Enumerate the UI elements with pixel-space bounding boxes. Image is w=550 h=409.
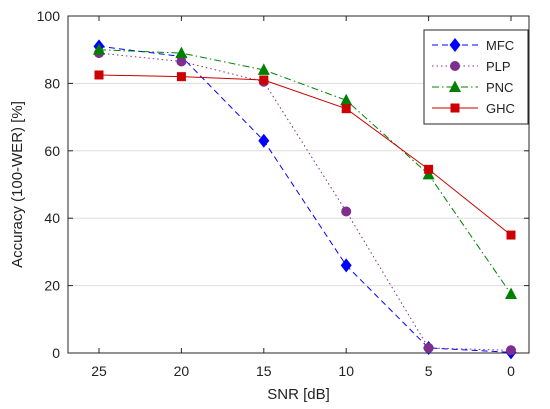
series-line-pnc bbox=[98, 49, 512, 295]
y-tick-label: 0 bbox=[52, 345, 60, 361]
data-point-ghc bbox=[259, 75, 269, 85]
series-pnc bbox=[93, 43, 517, 300]
data-point-plp bbox=[423, 342, 434, 353]
legend-item-ghc: GHC bbox=[432, 101, 515, 116]
data-point-pnc bbox=[257, 63, 270, 75]
x-tick-label: 20 bbox=[174, 363, 190, 379]
x-tick-label: 5 bbox=[425, 363, 433, 379]
legend-item-mfc: MFC bbox=[432, 38, 514, 53]
y-tick-label: 80 bbox=[44, 75, 60, 91]
data-series bbox=[93, 39, 517, 360]
series-ghc bbox=[94, 70, 516, 240]
data-point-ghc bbox=[341, 104, 351, 114]
series-line-mfc bbox=[98, 45, 512, 353]
data-point-pnc bbox=[340, 93, 353, 106]
x-tick-label: 25 bbox=[91, 363, 107, 379]
data-point-plp bbox=[176, 56, 187, 67]
data-point-pnc bbox=[175, 46, 188, 59]
y-tick-label: 20 bbox=[44, 278, 60, 294]
legend-marker bbox=[449, 38, 461, 52]
data-point-ghc bbox=[424, 164, 434, 174]
x-tick-label: 15 bbox=[256, 363, 272, 379]
legend-marker bbox=[450, 103, 460, 113]
data-point-plp bbox=[341, 206, 352, 217]
legend: MFC PLP PNC GHC bbox=[423, 29, 529, 125]
y-tick-label: 100 bbox=[37, 8, 61, 24]
data-point-ghc bbox=[176, 72, 186, 82]
legend-label: MFC bbox=[486, 38, 514, 53]
y-tick-label: 60 bbox=[44, 143, 60, 159]
legend-marker bbox=[449, 80, 461, 92]
data-point-ghc bbox=[94, 70, 104, 80]
legend-label: PLP bbox=[486, 59, 511, 74]
data-point-pnc bbox=[505, 287, 517, 300]
y-axis-label: Accuracy (100-WER) [%] bbox=[9, 101, 26, 268]
plot-frame bbox=[67, 15, 530, 354]
legend-item-pnc: PNC bbox=[432, 80, 513, 95]
data-point-ghc bbox=[506, 230, 516, 240]
axis-ticks: 0 20 40 60 80 100 25 20 15 10 5 0 bbox=[37, 8, 529, 379]
legend-label: GHC bbox=[486, 101, 515, 116]
y-tick-label: 40 bbox=[44, 210, 60, 226]
data-point-plp bbox=[506, 345, 516, 356]
legend-label: PNC bbox=[486, 80, 513, 95]
x-axis-label: SNR [dB] bbox=[267, 386, 330, 403]
x-tick-label: 0 bbox=[507, 363, 515, 379]
x-tick-label: 10 bbox=[338, 363, 354, 379]
data-point-mfc bbox=[340, 258, 352, 273]
series-line-ghc bbox=[98, 74, 512, 236]
legend-marker bbox=[450, 61, 460, 71]
data-point-mfc bbox=[258, 133, 270, 148]
data-point-pnc bbox=[93, 43, 105, 55]
legend-item-plp: PLP bbox=[432, 59, 511, 74]
